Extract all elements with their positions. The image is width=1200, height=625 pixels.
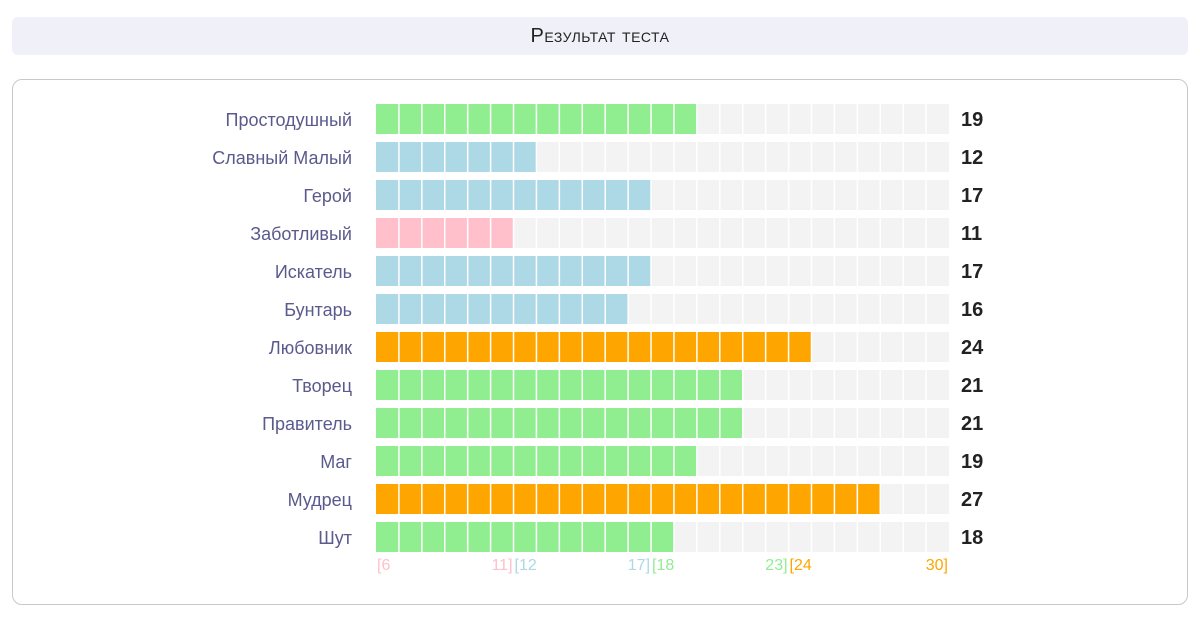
category-label: Заботливый	[250, 224, 352, 244]
category-label: Шут	[318, 528, 352, 548]
value-label: 17	[961, 185, 983, 207]
value-label: 18	[961, 527, 983, 549]
bar	[376, 294, 629, 324]
category-label: Маг	[320, 452, 352, 472]
bar	[376, 332, 812, 362]
bar	[376, 522, 674, 552]
category-label: Любовник	[269, 338, 352, 358]
band-end-label: 17]	[628, 557, 650, 574]
category-label: Искатель	[275, 262, 352, 282]
band-end-label: 11]	[491, 557, 512, 574]
band-end-label: 30]	[926, 557, 948, 574]
band-start-label: [6	[377, 557, 390, 574]
value-label: 17	[961, 261, 983, 283]
band-start-label: [18	[652, 557, 674, 574]
value-label: 11	[961, 223, 982, 245]
value-label: 21	[961, 413, 983, 435]
value-label: 24	[961, 337, 984, 359]
value-label: 27	[961, 489, 983, 511]
value-label: 12	[961, 147, 983, 169]
results-header: Результат теста	[12, 17, 1188, 55]
band-end-label: 23]	[765, 557, 787, 574]
category-label: Творец	[292, 376, 352, 396]
band-start-label: [24	[790, 557, 812, 574]
category-label: Герой	[303, 186, 352, 206]
value-label: 19	[961, 109, 983, 131]
category-label: Бунтарь	[284, 300, 352, 320]
value-label: 19	[961, 451, 983, 473]
category-label: Простодушный	[226, 110, 353, 130]
page-title: Результат теста	[530, 24, 670, 47]
category-label: Мудрец	[288, 490, 352, 510]
value-label: 21	[961, 375, 983, 397]
category-label: Славный Малый	[212, 148, 352, 168]
band-start-label: [12	[515, 557, 537, 574]
category-label: Правитель	[262, 414, 352, 434]
bar	[376, 142, 537, 172]
value-label: 16	[961, 299, 983, 321]
